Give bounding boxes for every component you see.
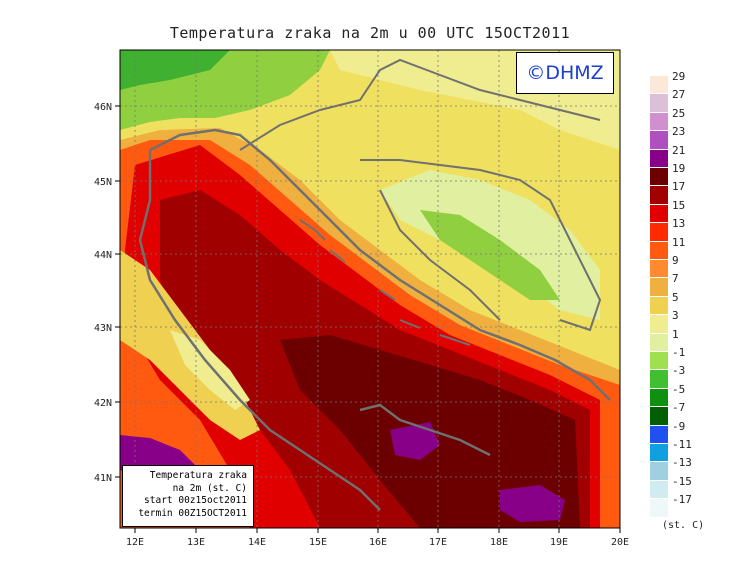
y-tick-label: 44N [94, 250, 112, 261]
x-tick-label: 16E [369, 537, 387, 548]
north-dark-green-zone [120, 50, 230, 90]
legend-swatch [650, 370, 668, 388]
legend-swatch [650, 333, 668, 351]
legend-swatch [650, 149, 668, 167]
x-tick-label: 14E [248, 537, 266, 548]
legend-label: 21 [672, 143, 686, 157]
x-tick-label: 20E [611, 537, 629, 548]
legend-swatch [650, 204, 668, 223]
legend-label: 19 [672, 162, 686, 175]
hot-spot-central [390, 422, 440, 460]
legend-label: 15 [672, 198, 686, 212]
legend-swatch [650, 407, 668, 425]
legend-label: 1 [672, 327, 679, 341]
legend-label: -5 [672, 382, 686, 396]
legend-swatch [650, 480, 668, 499]
northern-border [239, 58, 601, 151]
legend-swatch [650, 186, 668, 204]
gridlines [120, 50, 620, 528]
legend-label: 23 [672, 125, 686, 139]
legend-label: -7 [672, 401, 686, 415]
legend-swatch [650, 296, 668, 315]
info-line: Temperatura zraka [149, 470, 247, 481]
y-tick-label: 42N [94, 398, 112, 409]
legend-label: -17 [672, 493, 692, 507]
legend-swatch [650, 388, 668, 407]
legend-swatch [650, 131, 668, 149]
east-adriatic-coastline [149, 128, 611, 401]
legend-swatch [650, 168, 668, 186]
legend-label: -1 [672, 346, 686, 359]
info-line: start 00z15oct2011 [144, 495, 247, 506]
bosnia-border [360, 159, 602, 332]
y-tick-label: 41N [94, 473, 112, 484]
legend-label: 3 [672, 309, 679, 323]
plot-frame [119, 49, 621, 529]
x-tick-label: 18E [490, 537, 508, 548]
legend-swatch [650, 223, 668, 241]
legend-label: 27 [672, 88, 686, 102]
legend-label: 17 [672, 180, 686, 194]
gargano-coastline [359, 403, 491, 457]
x-tick-label: 13E [187, 537, 205, 548]
legend-label: -3 [672, 364, 686, 378]
legend-label: 13 [672, 217, 686, 231]
legend-label: 9 [672, 254, 679, 267]
info-line: termin 00Z15OCT2011 [138, 507, 247, 519]
legend-swatch [650, 425, 668, 443]
legend-swatch [650, 352, 668, 370]
legend-swatch [650, 76, 668, 94]
dhmz-logo: ©DHMZ [516, 52, 614, 94]
legend-swatch [650, 499, 668, 517]
legend-swatch [650, 278, 668, 296]
legend-label: -15 [672, 474, 692, 488]
legend-label: 5 [672, 290, 679, 304]
legend-label: 25 [672, 106, 686, 120]
x-tick-label: 19E [550, 537, 568, 548]
legend-label: -9 [672, 419, 686, 433]
legend-label: 7 [672, 272, 679, 286]
legend-swatch [650, 315, 668, 333]
legend-swatch [650, 444, 668, 462]
y-tick-label: 46N [94, 102, 112, 113]
legend-label: 11 [672, 235, 686, 249]
info-box: Temperatura zraka na 2m (st. C) start 00… [122, 465, 254, 527]
legend-label: -11 [672, 438, 692, 451]
hot-spot-south [500, 485, 565, 522]
dalmatian-islands [299, 219, 471, 346]
legend-swatch [650, 241, 668, 259]
x-tick-label: 17E [429, 537, 447, 548]
legend-label: -13 [672, 456, 692, 470]
map-title: Temperatura zraka na 2m u 00 UTC 15OCT20… [169, 24, 571, 42]
legend-swatch [650, 94, 668, 112]
axis-ticks [115, 105, 621, 533]
italian-coastline [138, 150, 381, 511]
legend-swatch [650, 462, 668, 480]
x-tick-label: 12E [126, 537, 144, 548]
map-fields [120, 50, 620, 528]
mountain-green-zone [420, 210, 560, 300]
y-tick-label: 45N [94, 177, 112, 188]
legend-units: (st. C) [662, 520, 705, 531]
legend-label: 29 [672, 70, 686, 83]
internal-border [379, 189, 501, 321]
x-tick-label: 15E [309, 537, 327, 548]
y-tick-label: 43N [94, 323, 112, 334]
legend-swatch [650, 260, 668, 278]
info-line: na 2m (st. C) [172, 482, 247, 494]
legend-swatch [650, 112, 668, 131]
